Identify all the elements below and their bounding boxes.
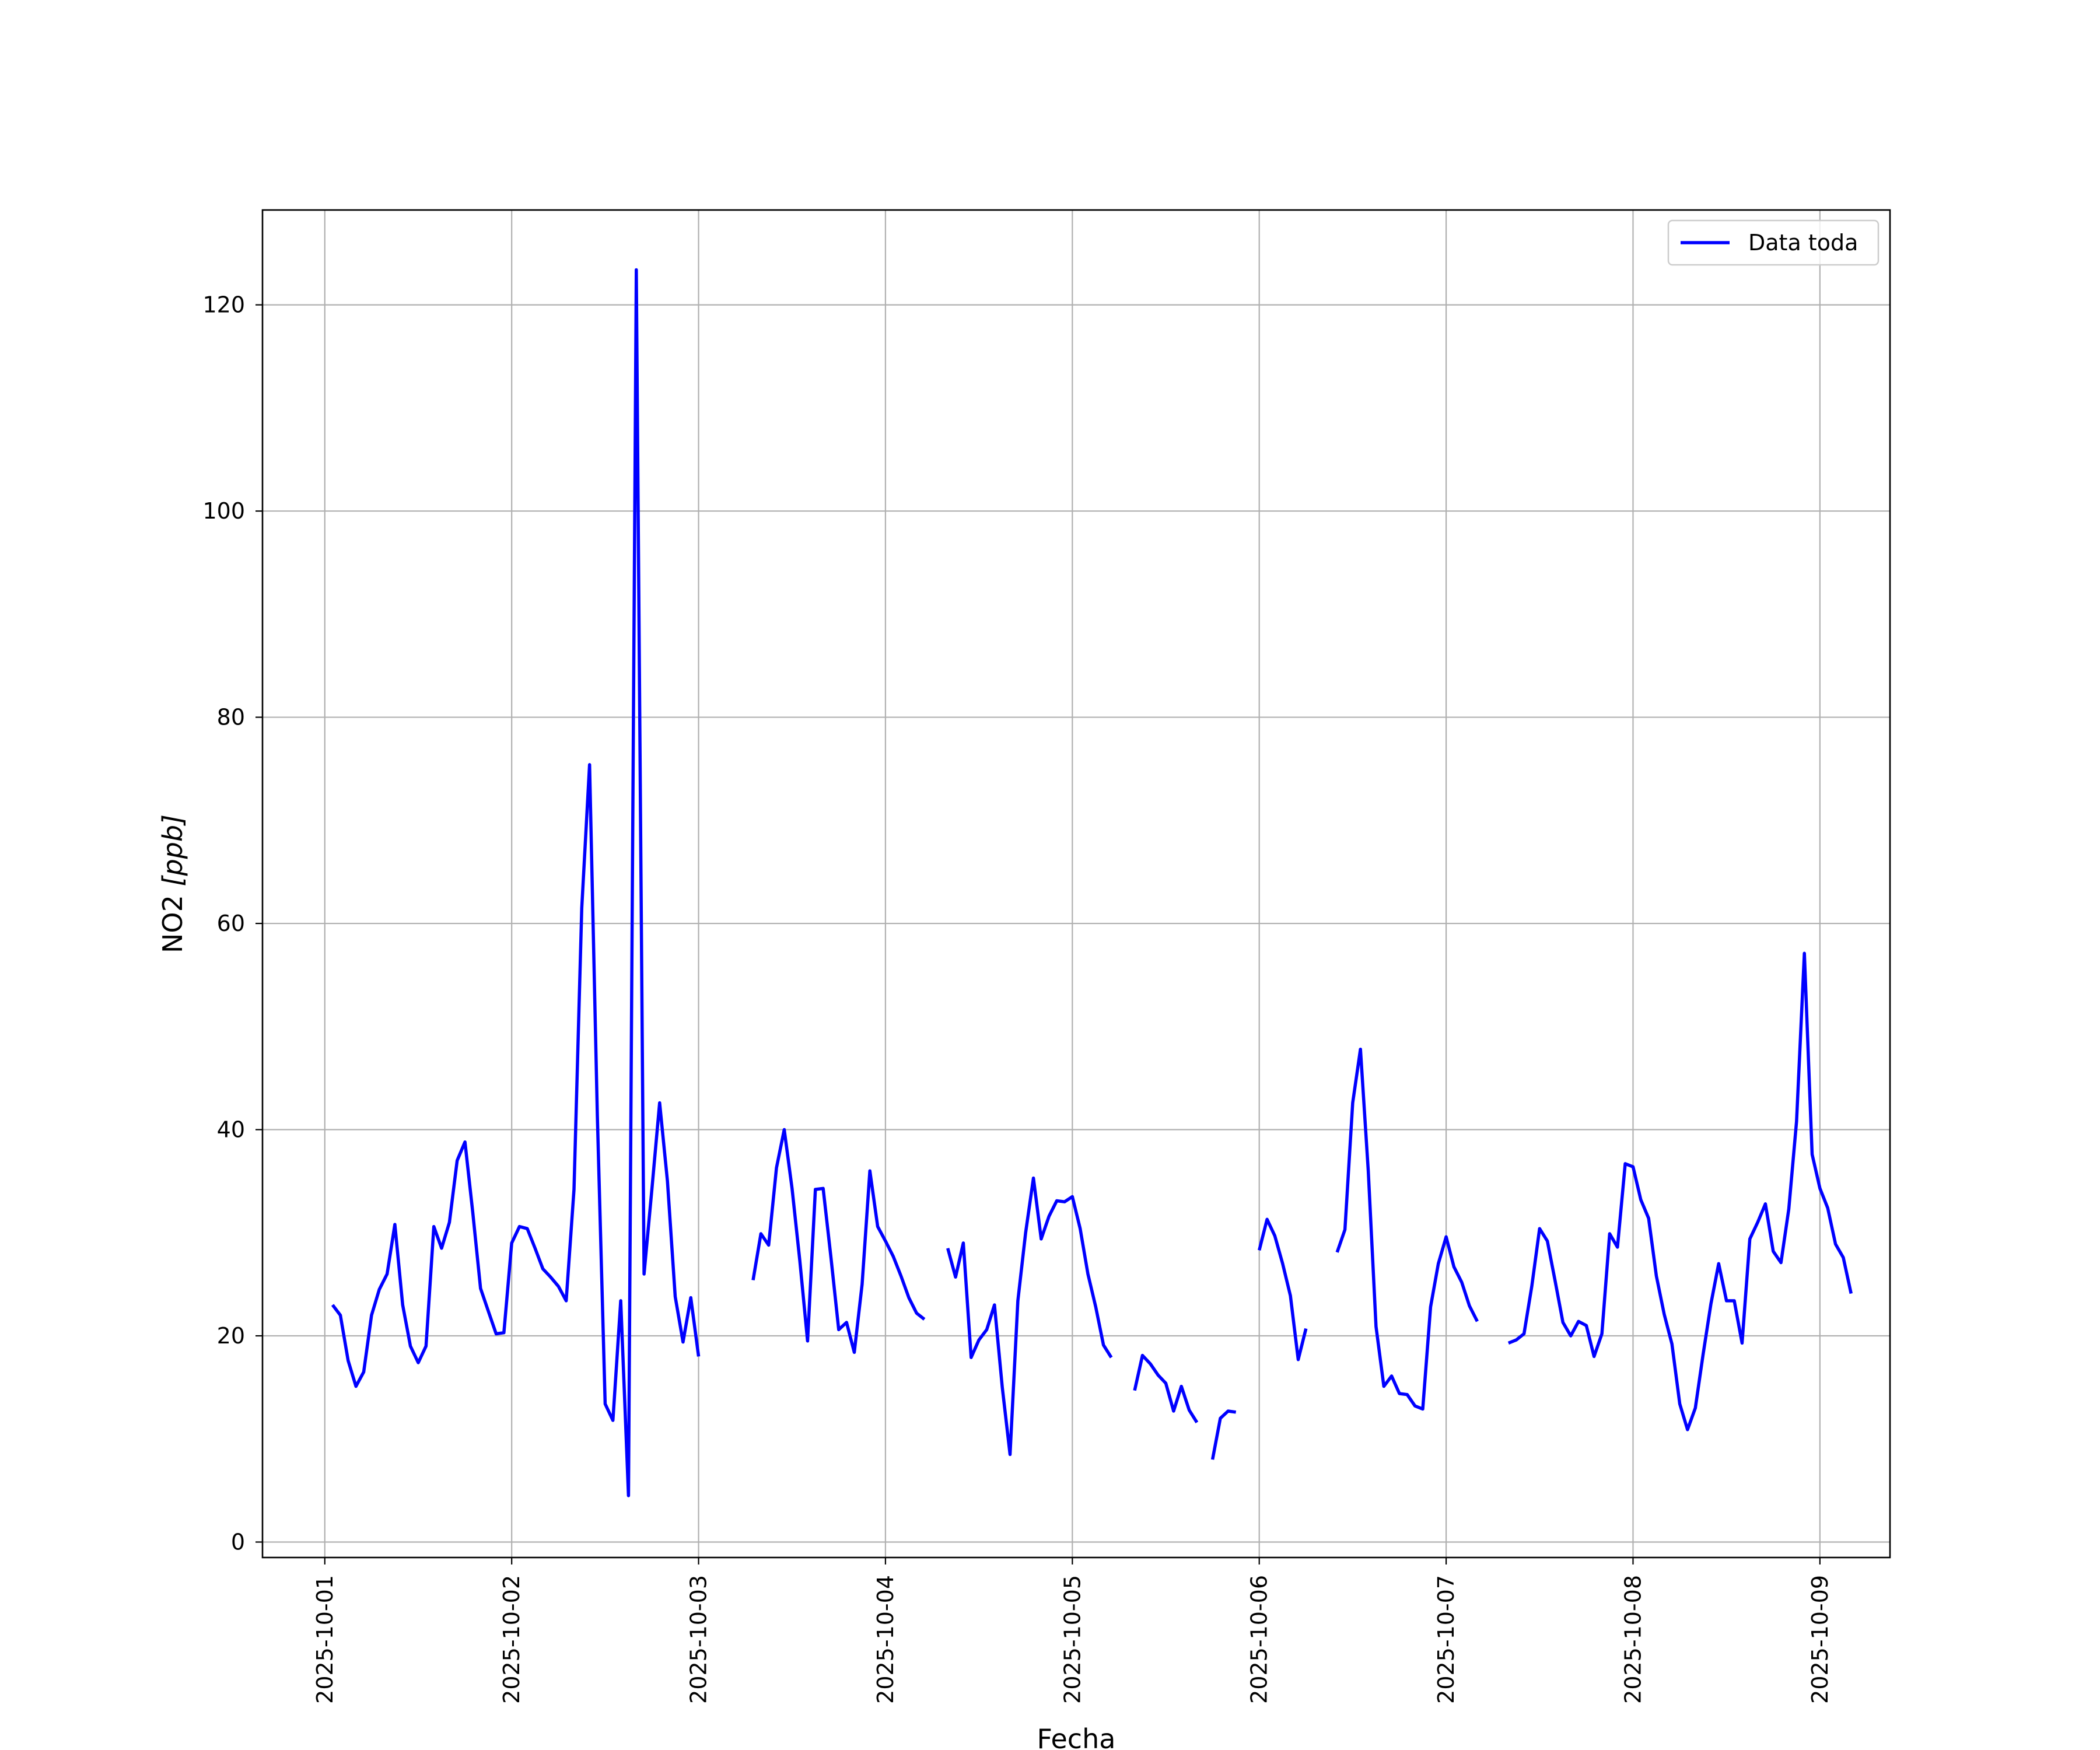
y-tick-label: 40: [217, 1117, 245, 1143]
y-tick-label: 60: [217, 911, 245, 936]
x-tick-label: 2025-10-07: [1433, 1575, 1459, 1704]
y-axis-label: NO2 [ppb]: [157, 814, 188, 953]
grid-lines: [262, 210, 1890, 1558]
x-tick-label: 2025-10-06: [1247, 1575, 1272, 1704]
y-axis-label-name: NO2: [157, 886, 188, 953]
series-line-segment: [331, 268, 701, 1497]
x-tick-label: 2025-10-09: [1807, 1575, 1833, 1704]
series-line-segment: [1507, 951, 1853, 1432]
x-axis-label: Fecha: [1037, 1723, 1116, 1750]
series-line-segment: [1210, 1409, 1237, 1460]
series-line-segment: [751, 1128, 926, 1354]
x-tick-label: 2025-10-08: [1620, 1575, 1646, 1704]
series-line-segment: [1258, 1217, 1308, 1362]
y-tick-label: 80: [217, 705, 245, 730]
axis-ticks: [256, 304, 1821, 1564]
x-tick-label: 2025-10-02: [499, 1575, 524, 1704]
y-tick-label: 100: [202, 498, 245, 524]
y-tick-label: 120: [202, 292, 245, 318]
y-axis-label-unit: [ppb]: [157, 814, 188, 887]
x-tick-label: 2025-10-04: [873, 1575, 898, 1704]
series-line-segment: [1133, 1353, 1199, 1423]
legend-box: [1667, 219, 1880, 266]
x-tick-label: 2025-10-01: [312, 1575, 338, 1704]
series-lines: [331, 268, 1853, 1497]
tick-labels: 2025-10-01 2025-10-02 2025-10-03 2025-10-04…: [202, 292, 1832, 1704]
legend: Data toda: [1667, 219, 1880, 266]
y-tick-label: 20: [217, 1323, 245, 1349]
series-line-segment: [1335, 1047, 1479, 1411]
plot-frame: [261, 209, 1891, 1559]
x-tick-label: 2025-10-03: [686, 1575, 712, 1704]
y-tick-label: 0: [231, 1529, 245, 1555]
legend-label: Data toda: [1748, 230, 1858, 256]
x-tick-label: 2025-10-05: [1059, 1575, 1085, 1704]
series-line-segment: [946, 1176, 1113, 1457]
